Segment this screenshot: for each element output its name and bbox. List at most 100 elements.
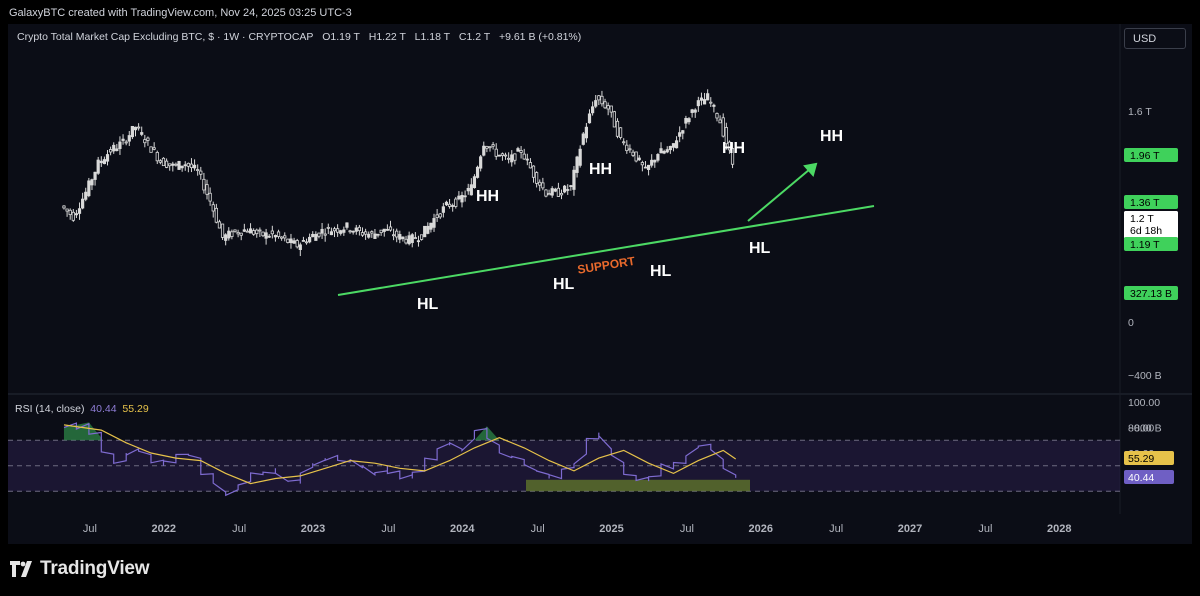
candle-body bbox=[227, 230, 231, 239]
rsi-ma-badge-label: 55.29 bbox=[1128, 453, 1154, 465]
candle-body bbox=[712, 104, 716, 107]
candle-body bbox=[715, 113, 719, 119]
close-value: 1.2 T bbox=[466, 31, 491, 43]
candle-body bbox=[323, 233, 327, 236]
candle-body bbox=[217, 221, 222, 229]
currency-button[interactable]: USD bbox=[1124, 28, 1186, 49]
candle-body bbox=[81, 198, 85, 209]
candle-body bbox=[373, 233, 377, 239]
candle-body bbox=[479, 156, 483, 169]
candle-body bbox=[538, 181, 542, 186]
candle-body bbox=[706, 93, 710, 101]
candle-body bbox=[326, 226, 330, 229]
candle-body bbox=[155, 152, 159, 162]
candle-body bbox=[671, 143, 676, 148]
candle-body bbox=[416, 240, 421, 243]
candle-body bbox=[348, 230, 352, 233]
candle-body bbox=[93, 171, 97, 180]
candle-body bbox=[65, 208, 69, 212]
time-tick-label: Jul bbox=[381, 523, 395, 535]
candle-body bbox=[559, 192, 564, 196]
candle-body bbox=[345, 222, 349, 228]
close-label: C bbox=[458, 31, 467, 43]
candle-body bbox=[513, 153, 517, 161]
chart-canvas[interactable]: 2.8 T2.4 T1.6 T600 B0−400 B−800 B1.96 T1… bbox=[8, 24, 1192, 544]
candle-body bbox=[112, 144, 116, 152]
candle-body bbox=[572, 169, 576, 190]
support-annotation: SUPPORT bbox=[576, 254, 636, 277]
chart-panel: 2.8 T2.4 T1.6 T600 B0−400 B−800 B1.96 T1… bbox=[8, 24, 1192, 544]
candle-body bbox=[360, 232, 365, 236]
candle-body bbox=[267, 235, 271, 238]
projection-arrow bbox=[747, 163, 817, 222]
candle-body bbox=[535, 172, 539, 184]
candle-body bbox=[189, 163, 194, 168]
candle-body bbox=[575, 156, 579, 173]
candle-body bbox=[230, 231, 234, 237]
candle-body bbox=[248, 228, 253, 234]
candle-body bbox=[419, 234, 424, 240]
candle-body bbox=[196, 169, 200, 171]
candle-body bbox=[164, 160, 169, 168]
candle-body bbox=[245, 230, 250, 233]
candle-body bbox=[410, 234, 414, 243]
candle-body bbox=[441, 206, 445, 213]
candle-body bbox=[336, 228, 340, 233]
candle-body bbox=[339, 230, 343, 234]
price-badge-label: 1.2 T bbox=[1130, 213, 1154, 225]
candle-body bbox=[622, 141, 626, 144]
rsi-highlight-box bbox=[526, 479, 750, 492]
time-tick-label: Jul bbox=[531, 523, 545, 535]
candle-body bbox=[587, 113, 592, 124]
candle-body bbox=[202, 178, 206, 191]
candle-body bbox=[261, 231, 265, 237]
candle-body bbox=[681, 130, 685, 134]
change-value: +9.61 B (+0.81%) bbox=[498, 31, 582, 43]
rsi-ma-value: 55.29 bbox=[122, 403, 149, 415]
candle-body bbox=[161, 157, 166, 167]
candle-body bbox=[118, 141, 122, 149]
candle-body bbox=[659, 148, 663, 154]
candle-body bbox=[224, 234, 228, 241]
candle-body bbox=[491, 144, 495, 147]
candle-body bbox=[77, 208, 82, 214]
rsi-badge bbox=[1124, 469, 1174, 484]
candle-body bbox=[140, 132, 144, 135]
candle-body bbox=[180, 165, 184, 169]
candle-body bbox=[298, 244, 302, 250]
candle-body bbox=[130, 125, 134, 138]
candle-body bbox=[115, 148, 119, 152]
candle-body bbox=[270, 230, 274, 235]
candle-body bbox=[314, 233, 318, 241]
tradingview-logo-icon bbox=[10, 561, 32, 577]
bottom-bar bbox=[0, 544, 1200, 596]
tradingview-wordmark: TradingView bbox=[40, 558, 150, 579]
candle-body bbox=[612, 111, 616, 128]
candle-body bbox=[127, 135, 131, 142]
candle-body bbox=[678, 132, 682, 137]
candle-body bbox=[634, 151, 638, 162]
price-badge-label: 1.36 T bbox=[1130, 197, 1160, 209]
candle-body bbox=[650, 159, 654, 166]
higher-low-annotation: HL bbox=[417, 296, 439, 313]
candle-body bbox=[454, 198, 458, 207]
candle-body bbox=[525, 158, 529, 161]
candle-body bbox=[252, 230, 256, 235]
candle-body bbox=[273, 235, 278, 238]
candle-body bbox=[143, 139, 147, 144]
candle-body bbox=[721, 117, 725, 137]
time-tick-label: Jul bbox=[978, 523, 992, 535]
candle-body bbox=[553, 188, 557, 192]
candle-body bbox=[628, 148, 632, 151]
candle-body bbox=[329, 231, 334, 236]
candle-body bbox=[382, 228, 386, 232]
candle-body bbox=[109, 149, 113, 153]
candle-body bbox=[544, 189, 548, 197]
candle-body bbox=[618, 127, 623, 138]
candle-body bbox=[276, 231, 281, 237]
high-label: H bbox=[368, 31, 377, 43]
time-tick-label: 2027 bbox=[898, 523, 922, 535]
candle-body bbox=[724, 127, 728, 145]
tradingview-logo[interactable]: TradingView bbox=[10, 558, 150, 580]
candle-body bbox=[208, 192, 212, 202]
